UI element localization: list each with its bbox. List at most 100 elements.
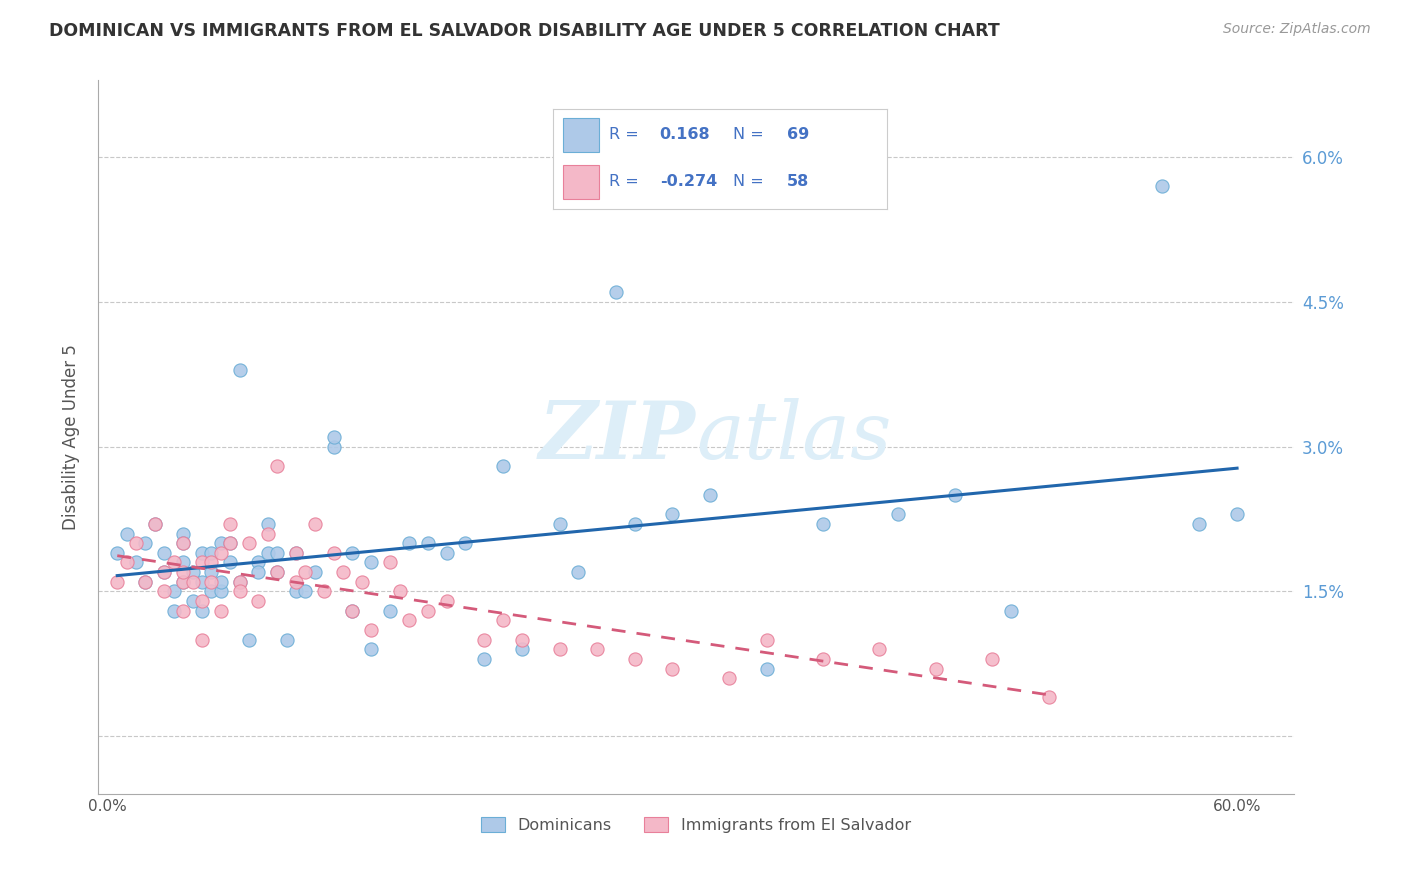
Point (350, 574, 373, 589)
Point (699, 488, 721, 502)
Point (238, 632, 260, 647)
Text: atlas: atlas (696, 399, 891, 475)
Point (181, 565, 204, 579)
Point (191, 574, 214, 589)
Text: DOMINICAN VS IMMIGRANTS FROM EL SALVADOR DISABILITY AGE UNDER 5 CORRELATION CHAR: DOMINICAN VS IMMIGRANTS FROM EL SALVADOR… (49, 22, 1000, 40)
Point (266, 565, 288, 579)
Point (492, 458, 515, 473)
Point (314, 584, 336, 599)
Point (342, 604, 364, 618)
Point (200, 556, 222, 570)
Point (285, 546, 308, 560)
Point (605, 285, 627, 300)
Point (247, 565, 270, 579)
Point (209, 574, 232, 589)
Point (266, 458, 288, 473)
Point (623, 652, 645, 666)
Point (294, 584, 316, 599)
Point (304, 516, 326, 531)
Point (755, 661, 778, 675)
Point (200, 584, 222, 599)
Point (228, 574, 250, 589)
Point (105, 574, 128, 589)
Point (209, 584, 232, 599)
Point (153, 546, 176, 560)
Point (285, 584, 308, 599)
Point (191, 632, 214, 647)
Point (247, 556, 270, 570)
Point (172, 556, 194, 570)
Point (378, 556, 401, 570)
Point (125, 556, 148, 570)
Point (228, 584, 250, 599)
Point (134, 536, 156, 550)
Point (811, 516, 834, 531)
Point (1038, 690, 1060, 705)
Point (172, 526, 194, 541)
Point (163, 604, 186, 618)
Point (1000, 604, 1022, 618)
Point (1150, 179, 1173, 194)
Point (181, 574, 204, 589)
Point (172, 536, 194, 550)
Point (219, 536, 242, 550)
Point (153, 584, 176, 599)
Point (887, 507, 910, 521)
Point (105, 546, 128, 560)
Point (163, 556, 186, 570)
Point (200, 565, 222, 579)
Point (661, 507, 683, 521)
Point (172, 565, 194, 579)
Point (200, 574, 222, 589)
Point (388, 584, 411, 599)
Point (266, 565, 288, 579)
Text: Source: ZipAtlas.com: Source: ZipAtlas.com (1223, 22, 1371, 37)
Text: ZIP: ZIP (538, 399, 696, 475)
Point (125, 536, 148, 550)
Point (360, 623, 382, 637)
Point (342, 546, 364, 560)
Point (436, 546, 458, 560)
Point (436, 594, 458, 608)
Point (342, 604, 364, 618)
Point (416, 604, 439, 618)
Point (623, 516, 645, 531)
Point (153, 565, 176, 579)
Point (378, 604, 401, 618)
Point (925, 661, 948, 675)
Point (200, 546, 222, 560)
Point (398, 613, 420, 627)
Point (256, 516, 278, 531)
Point (360, 556, 382, 570)
Point (586, 642, 609, 657)
Point (276, 632, 298, 647)
Point (567, 565, 589, 579)
Legend: Dominicans, Immigrants from El Salvador: Dominicans, Immigrants from El Salvador (475, 811, 917, 839)
Point (416, 536, 439, 550)
Point (548, 642, 571, 657)
Point (219, 556, 242, 570)
Point (548, 516, 571, 531)
Point (191, 546, 214, 560)
Point (322, 546, 344, 560)
Point (943, 488, 966, 502)
Point (294, 565, 316, 579)
Point (510, 632, 533, 647)
Y-axis label: Disability Age Under 5: Disability Age Under 5 (62, 344, 80, 530)
Point (115, 526, 138, 541)
Point (247, 594, 270, 608)
Point (1226, 507, 1249, 521)
Point (153, 565, 176, 579)
Point (285, 574, 308, 589)
Point (755, 632, 778, 647)
Point (143, 516, 166, 531)
Point (172, 574, 194, 589)
Point (492, 613, 515, 627)
Point (266, 546, 288, 560)
Point (181, 594, 204, 608)
Point (238, 536, 260, 550)
Point (472, 632, 495, 647)
Point (172, 536, 194, 550)
Point (256, 526, 278, 541)
Point (191, 604, 214, 618)
